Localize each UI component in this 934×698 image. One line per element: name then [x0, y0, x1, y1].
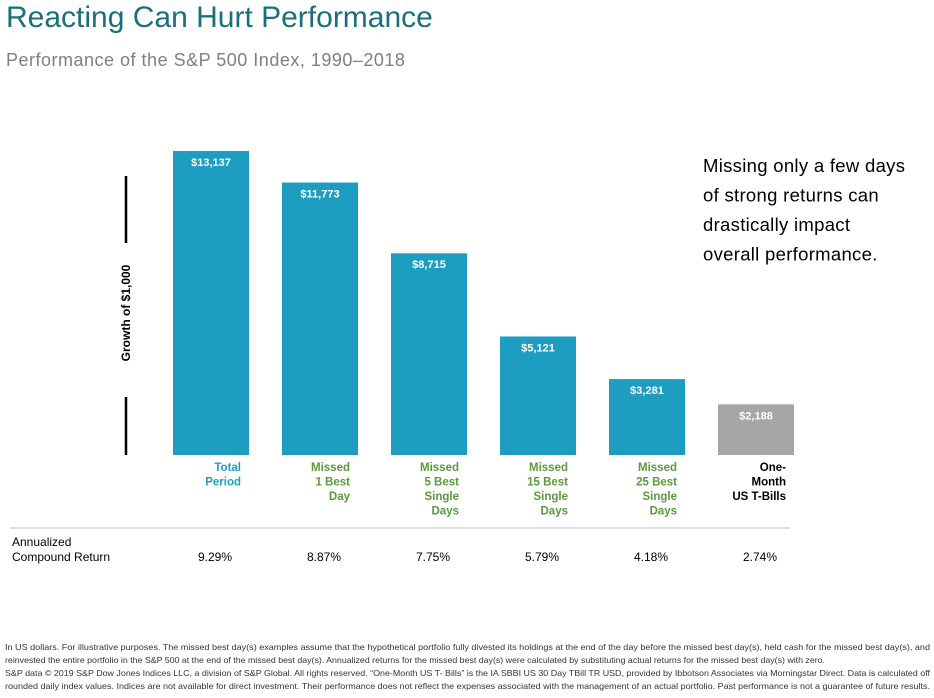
data-label: $2,188 — [739, 410, 773, 422]
x-tick-label: Missed — [638, 462, 677, 474]
x-tick-label: Missed — [420, 462, 459, 474]
annotation: of strong returns can — [703, 184, 879, 205]
footnote: rounded daily index values. Indices are … — [5, 681, 930, 691]
x-tick-label: 1 Best — [315, 477, 350, 489]
data-label: $5,121 — [521, 342, 555, 354]
return-value: 9.29% — [198, 550, 232, 564]
x-tick-label: 15 Best — [527, 477, 568, 489]
x-tick-label: US T-Bills — [732, 491, 786, 503]
chart-title: Reacting Can Hurt Performance — [6, 1, 433, 34]
x-tick-label: Day — [329, 491, 351, 503]
data-label: $11,773 — [300, 188, 339, 200]
footnote: S&P data © 2019 S&P Dow Jones Indices LL… — [5, 668, 931, 678]
return-value: 5.79% — [525, 550, 559, 564]
x-tick-label: Missed — [311, 462, 350, 474]
return-value: 4.18% — [634, 550, 668, 564]
bar — [718, 404, 794, 455]
footnote: reinvested the entire portfolio in the S… — [5, 655, 825, 665]
data-label: $8,715 — [412, 259, 446, 271]
annotation: drastically impact — [703, 214, 850, 235]
x-tick-label: One- — [760, 462, 786, 474]
bar — [391, 253, 467, 455]
x-tick-label: Period — [205, 477, 241, 489]
x-tick-label: Days — [650, 506, 678, 518]
data-label: $3,281 — [630, 385, 664, 397]
return-value: 7.75% — [416, 550, 450, 564]
annotation: overall performance. — [703, 243, 878, 264]
bar — [500, 336, 576, 455]
y-axis-label: Growth of $1,000 — [119, 264, 133, 361]
x-tick-label: 25 Best — [636, 477, 677, 489]
x-tick-label: Month — [752, 477, 786, 489]
x-tick-label: Single — [642, 491, 677, 503]
x-tick-label: Total — [214, 462, 241, 474]
return-label: Annualized — [12, 535, 71, 549]
return-value: 2.74% — [743, 550, 777, 564]
x-tick-label: 5 Best — [424, 477, 459, 489]
x-tick-label: Single — [533, 491, 568, 503]
footnote: In US dollars. For illustrative purposes… — [5, 642, 930, 652]
bar — [282, 182, 358, 456]
bar — [173, 150, 249, 455]
return-value: 8.87% — [307, 550, 341, 564]
return-label: Compound Return — [12, 550, 110, 564]
x-tick-label: Days — [541, 506, 569, 518]
x-tick-label: Days — [432, 506, 460, 518]
bar — [609, 379, 685, 455]
x-tick-label: Missed — [529, 462, 568, 474]
x-tick-label: Single — [424, 491, 459, 503]
annotation: Missing only a few days — [703, 155, 905, 176]
data-label: $13,137 — [191, 157, 231, 169]
chart-subtitle: Performance of the S&P 500 Index, 1990–2… — [6, 50, 405, 70]
